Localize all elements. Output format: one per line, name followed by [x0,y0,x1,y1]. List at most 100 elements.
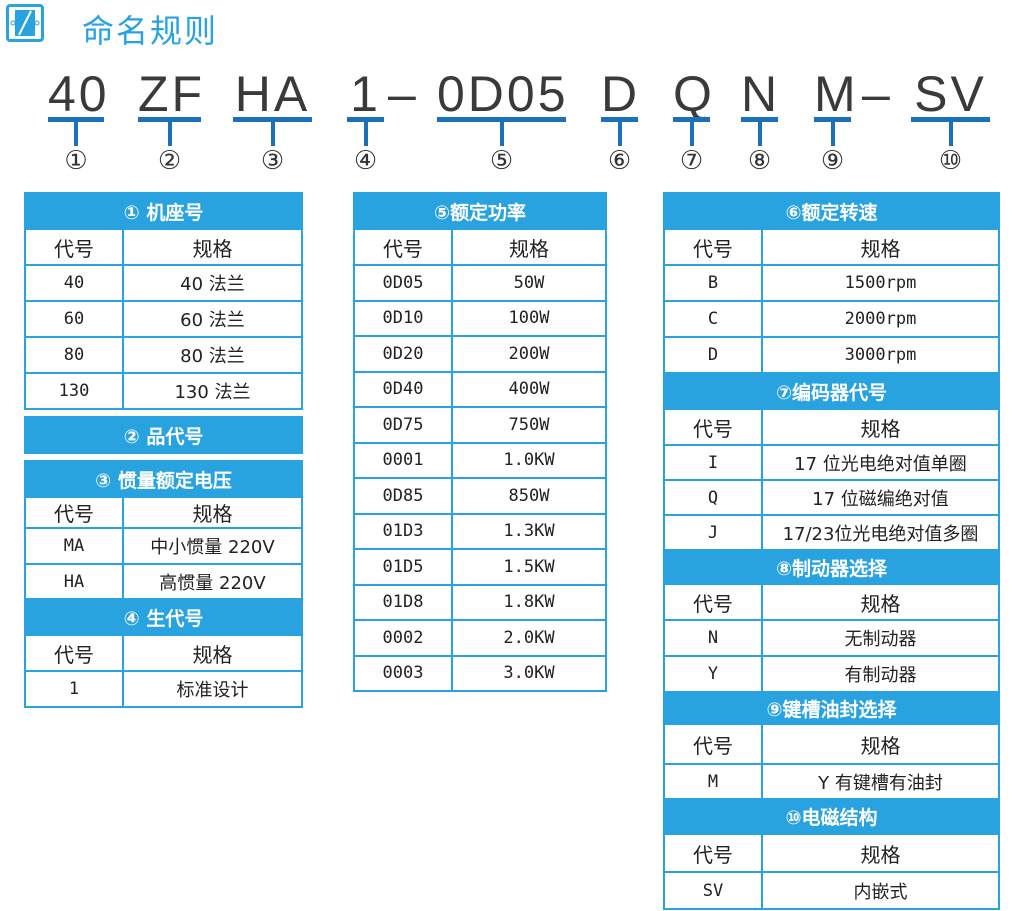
table-row: 0D20 200W [353,335,607,373]
spec-cell: 内嵌式 [761,871,1000,910]
segment-number: ⑩ [938,146,963,176]
spec-cell: 80 法兰 [122,336,303,374]
table-row: 0D75 750W [353,406,607,444]
table-header-row: 代号 规格 [663,723,1000,765]
column-header: 代号 [663,228,763,266]
segment-number: ⑥ [607,146,632,176]
column-header: 规格 [761,583,1000,621]
connector [757,120,762,146]
segment-code: N [741,66,781,122]
table-title: ⑩电磁结构 [663,798,1000,835]
segment-code: HA [234,66,311,122]
column-header: 规格 [761,228,1000,266]
segment-number: ① [64,146,88,176]
segment-code: D [601,66,641,122]
code-cell: C [663,300,763,338]
underline [437,117,566,122]
segment-number: ⑨ [820,146,845,176]
segment-number: ⑧ [747,146,772,176]
spec-cell: 3000rpm [761,336,1000,374]
dash: – [388,66,416,122]
segment-code: M [814,66,859,122]
column-header: 代号 [24,496,124,529]
underline [673,117,710,122]
table-row: SV 内嵌式 [663,871,1000,910]
table-title: ③ 惯量额定电压 [24,460,303,498]
underline [601,117,638,122]
segment-code: 1 [350,66,381,122]
column-header: 规格 [122,228,303,266]
table-row: 01D5 1.5KW [353,548,607,586]
code-cell: 130 [24,372,124,410]
spec-cell: 130 法兰 [122,372,303,410]
table-header-row: 代号 规格 [663,583,1000,621]
segment-number: ④ [353,146,378,176]
segment-code: ZF [138,66,206,122]
table-row: 0002 2.0KW [353,619,607,657]
table-row: HA 高惯量 220V [24,563,303,601]
code-cell: 0D40 [353,370,453,408]
column-header: 规格 [451,228,607,266]
table-header-row: 代号 规格 [663,408,1000,446]
code-cell: J [663,514,763,551]
table-row: 0D10 100W [353,299,607,337]
connector [363,120,368,146]
code-segment: N ⑧ [741,66,781,176]
table-header-row: 代号 规格 [663,833,1000,873]
table-header-row: 代号 规格 [663,228,1000,266]
segment-code: 40 [48,66,110,122]
code-cell: 0D10 [353,299,453,337]
spec-cell: 无制动器 [761,619,1000,657]
code-segment: HA ③ [233,66,312,176]
table-header-row: 代号 规格 [24,228,303,266]
code-cell: 80 [24,336,124,374]
spec-cell: 有制动器 [761,655,1000,693]
column-header: 代号 [353,228,453,266]
spec-cell: 17 位磁编绝对值 [761,479,1000,516]
table-row: 130 130 法兰 [24,372,303,410]
code-cell: 01D8 [353,583,453,621]
underline [814,117,851,122]
underline [233,117,312,122]
code-segment: M ⑨ [814,66,859,176]
table-row: 0003 3.0KW [353,654,607,692]
underline [911,117,990,122]
table-row: 0D40 400W [353,370,607,408]
underline [741,117,778,122]
connector [167,120,172,146]
table-row: 60 60 法兰 [24,300,303,338]
segment-number: ⑤ [489,146,514,176]
column-header: 代号 [663,408,763,446]
code-cell: 1 [24,670,124,708]
spec-cell: 100W [451,299,607,337]
column-header: 代号 [663,583,763,621]
spec-table: ⑧制动器选择 代号 规格 N 无制动器 Y 有制动器 [663,549,1000,693]
spec-table: ⑦编码器代号 代号 规格 I 17 位光电绝对值单圈 Q 17 位磁编绝对值 J 17/23位光… [663,372,1000,551]
spec-cell: 3.0KW [451,654,607,692]
segment-code: SV [914,66,987,122]
code-segment: Q ⑦ [673,66,712,176]
table-header-row: 代号 规格 [24,634,303,672]
spec-table: ② 品代号 [24,416,303,454]
table-title: ⑤额定功率 [353,192,607,230]
code-cell: 0D20 [353,335,453,373]
column-header: 代号 [663,833,763,873]
code-segment: 1 ④ [347,66,384,176]
code-segment: ZF ② [138,66,206,176]
table-row: C 2000rpm [663,300,1000,338]
spec-cell: 850W [451,477,607,515]
spec-cell: 200W [451,335,607,373]
spec-cell: 标准设计 [122,670,303,708]
spec-cell: 中小惯量 220V [122,527,303,565]
table-row: 40 40 法兰 [24,264,303,302]
code-cell: 60 [24,300,124,338]
code-cell: Y [663,655,763,693]
column-header: 规格 [761,408,1000,446]
code-cell: D [663,336,763,374]
spec-cell: 1.5KW [451,548,607,586]
table-title: ② 品代号 [24,416,303,454]
code-cell: 0D05 [353,264,453,302]
spec-cell: 1500rpm [761,264,1000,302]
segment-code: 0D05 [437,66,569,122]
